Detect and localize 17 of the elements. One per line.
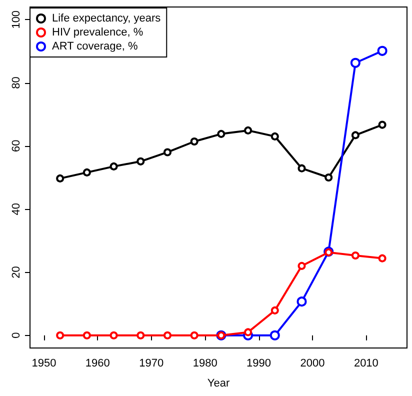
x-tick-label: 1960 xyxy=(85,358,110,370)
legend-label: ART coverage, % xyxy=(52,40,138,52)
x-tick-label: 1970 xyxy=(139,358,164,370)
x-tick-label: 1950 xyxy=(32,358,56,370)
y-tick-label: 100 xyxy=(10,10,22,29)
y-tick-label: 20 xyxy=(10,266,22,278)
y-tick-label: 0 xyxy=(10,332,22,338)
y-tick-label: 60 xyxy=(10,140,22,152)
x-axis-title: Year xyxy=(207,378,230,390)
x-tick-label: 1990 xyxy=(246,358,272,370)
y-tick-label: 80 xyxy=(10,76,22,89)
x-tick-label: 2010 xyxy=(354,358,378,370)
legend-label: Life expectancy, years xyxy=(52,12,162,24)
x-tick-label: 1980 xyxy=(192,358,218,370)
x-tick-label: 2000 xyxy=(300,358,325,370)
legend-label: HIV prevalence, % xyxy=(52,26,144,38)
y-tick-label: 40 xyxy=(10,202,22,216)
